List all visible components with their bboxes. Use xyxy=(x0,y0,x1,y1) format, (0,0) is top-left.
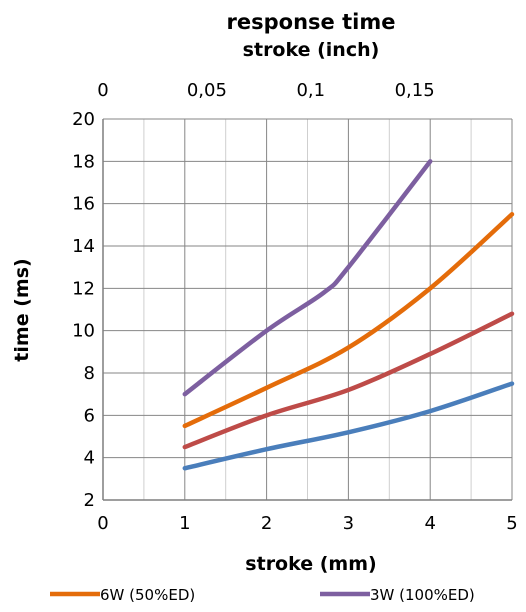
chart-title: response time xyxy=(227,10,396,34)
x-tick-label: 4 xyxy=(424,513,435,534)
y-tick-label: 6 xyxy=(84,405,95,426)
x-tick-label: 3 xyxy=(343,513,354,534)
x-tick-label: 0 xyxy=(97,513,108,534)
secondary-x-tick-label: 0,15 xyxy=(395,80,435,101)
series-line-2 xyxy=(182,311,515,450)
series-line-3 xyxy=(182,212,515,429)
x-axis-label: stroke (mm) xyxy=(245,553,376,575)
legend-label: 6W (50%ED) xyxy=(100,586,195,604)
series-line-4 xyxy=(182,159,433,397)
secondary-x-tick-label: 0 xyxy=(97,80,108,101)
secondary-x-tick-label: 0,05 xyxy=(187,80,227,101)
y-tick-label: 16 xyxy=(72,194,95,215)
y-tick-label: 10 xyxy=(72,321,95,342)
y-tick-label: 14 xyxy=(72,236,95,257)
series-line-1 xyxy=(182,381,515,471)
x-tick-label: 2 xyxy=(261,513,272,534)
y-tick-label: 2 xyxy=(84,490,95,511)
grid-lines xyxy=(102,118,513,501)
y-tick-label: 18 xyxy=(72,151,95,172)
secondary-x-axis-label: stroke (inch) xyxy=(243,39,380,61)
secondary-x-tick-label: 0,1 xyxy=(296,80,325,101)
x-tick-label: 1 xyxy=(179,513,190,534)
y-tick-label: 20 xyxy=(72,109,95,130)
series-lines xyxy=(182,159,515,471)
y-tick-label: 8 xyxy=(84,363,95,384)
legend: 6W (50%ED) 3W (100%ED) xyxy=(50,586,475,604)
y-tick-label: 4 xyxy=(84,448,95,469)
y-tick-label: 12 xyxy=(72,278,95,299)
legend-label: 3W (100%ED) xyxy=(370,586,475,604)
y-axis-label: time (ms) xyxy=(11,258,33,361)
x-tick-label: 5 xyxy=(506,513,517,534)
